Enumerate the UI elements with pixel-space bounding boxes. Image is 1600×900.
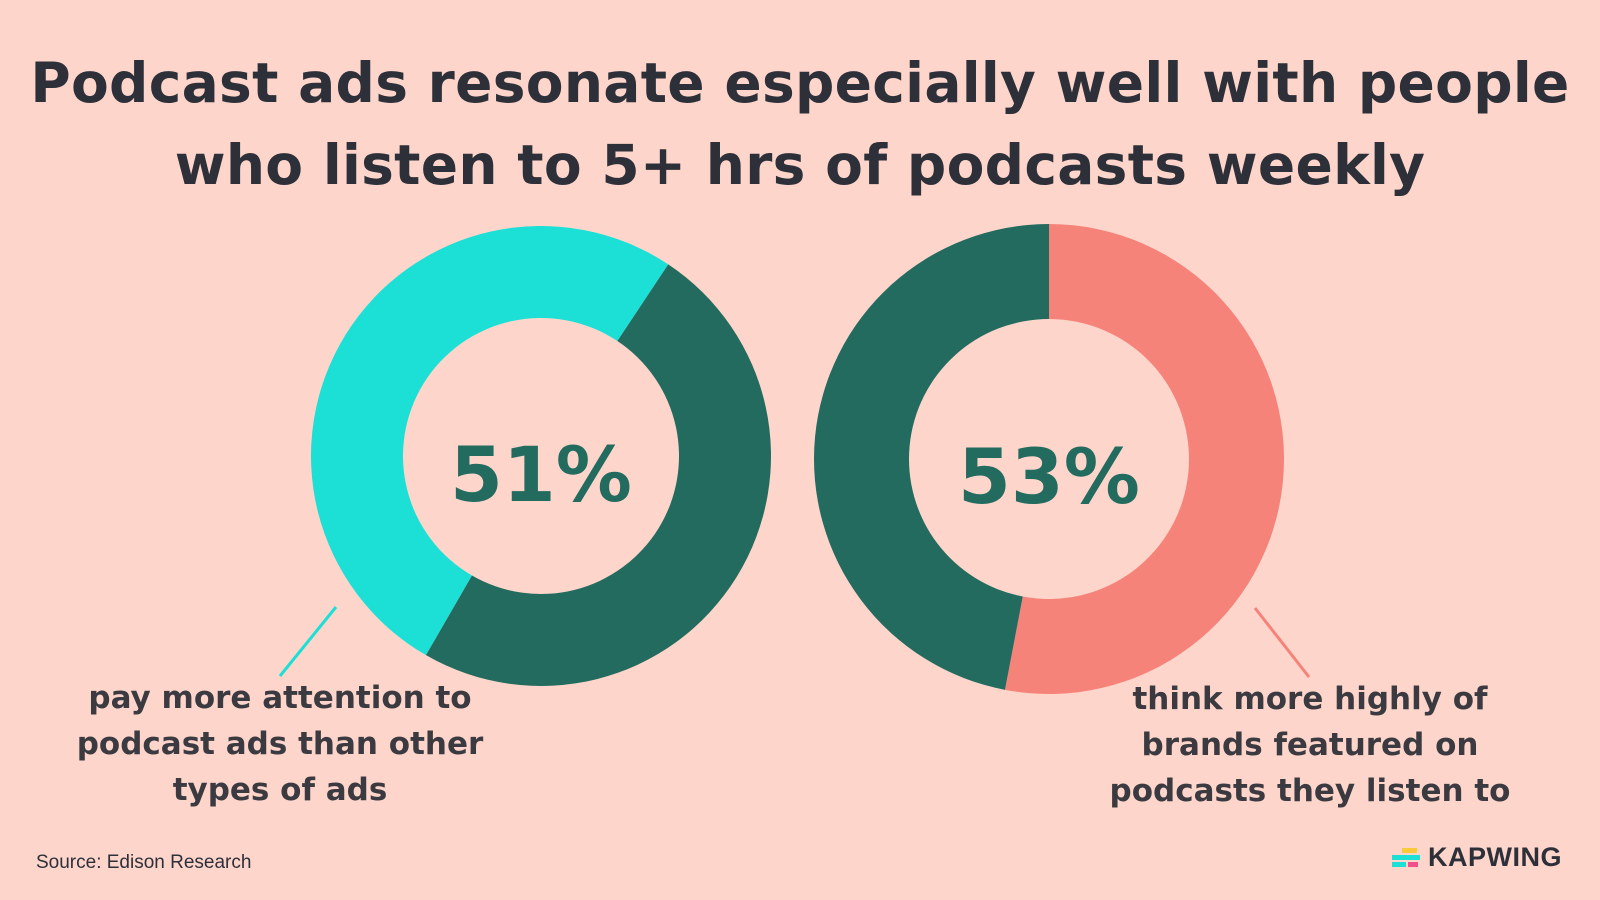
- caption-line: podcast ads than other: [76, 726, 484, 762]
- donut-slice-highlight: [311, 226, 669, 656]
- source-note: Source: Edison Research: [36, 852, 252, 873]
- caption-line: pay more attention to: [88, 680, 472, 716]
- caption-line: podcasts they listen to: [1109, 773, 1511, 809]
- donut-slice-remainder: [814, 224, 1049, 690]
- leader-line-brands: [1253, 607, 1311, 678]
- center-label-brands: 53%: [958, 432, 1140, 521]
- title-line-2: who listen to 5+ hrs of podcasts weekly: [174, 133, 1426, 197]
- caption-brands: think more highly of brands featured on …: [1090, 676, 1530, 814]
- donut-chart-brands: [814, 224, 1285, 694]
- caption-attention: pay more attention to podcast ads than o…: [60, 675, 500, 813]
- donut-chart-attention: [311, 226, 772, 687]
- donut-slice-remainder: [426, 264, 772, 687]
- center-label-attention: 51%: [450, 430, 632, 519]
- title-line-1: Podcast ads resonate especially well wit…: [30, 51, 1570, 115]
- logo-text: KAPWING: [1428, 842, 1562, 872]
- leader-line-attention: [278, 606, 338, 677]
- donut-slice-highlight: [1004, 224, 1285, 694]
- caption-line: think more highly of: [1132, 681, 1488, 717]
- kapwing-logo-icon: [1392, 847, 1420, 867]
- kapwing-logo: KAPWING: [1392, 842, 1562, 873]
- caption-line: brands featured on: [1141, 727, 1479, 763]
- chart-title: Podcast ads resonate especially well wit…: [0, 42, 1600, 206]
- caption-line: types of ads: [172, 772, 388, 808]
